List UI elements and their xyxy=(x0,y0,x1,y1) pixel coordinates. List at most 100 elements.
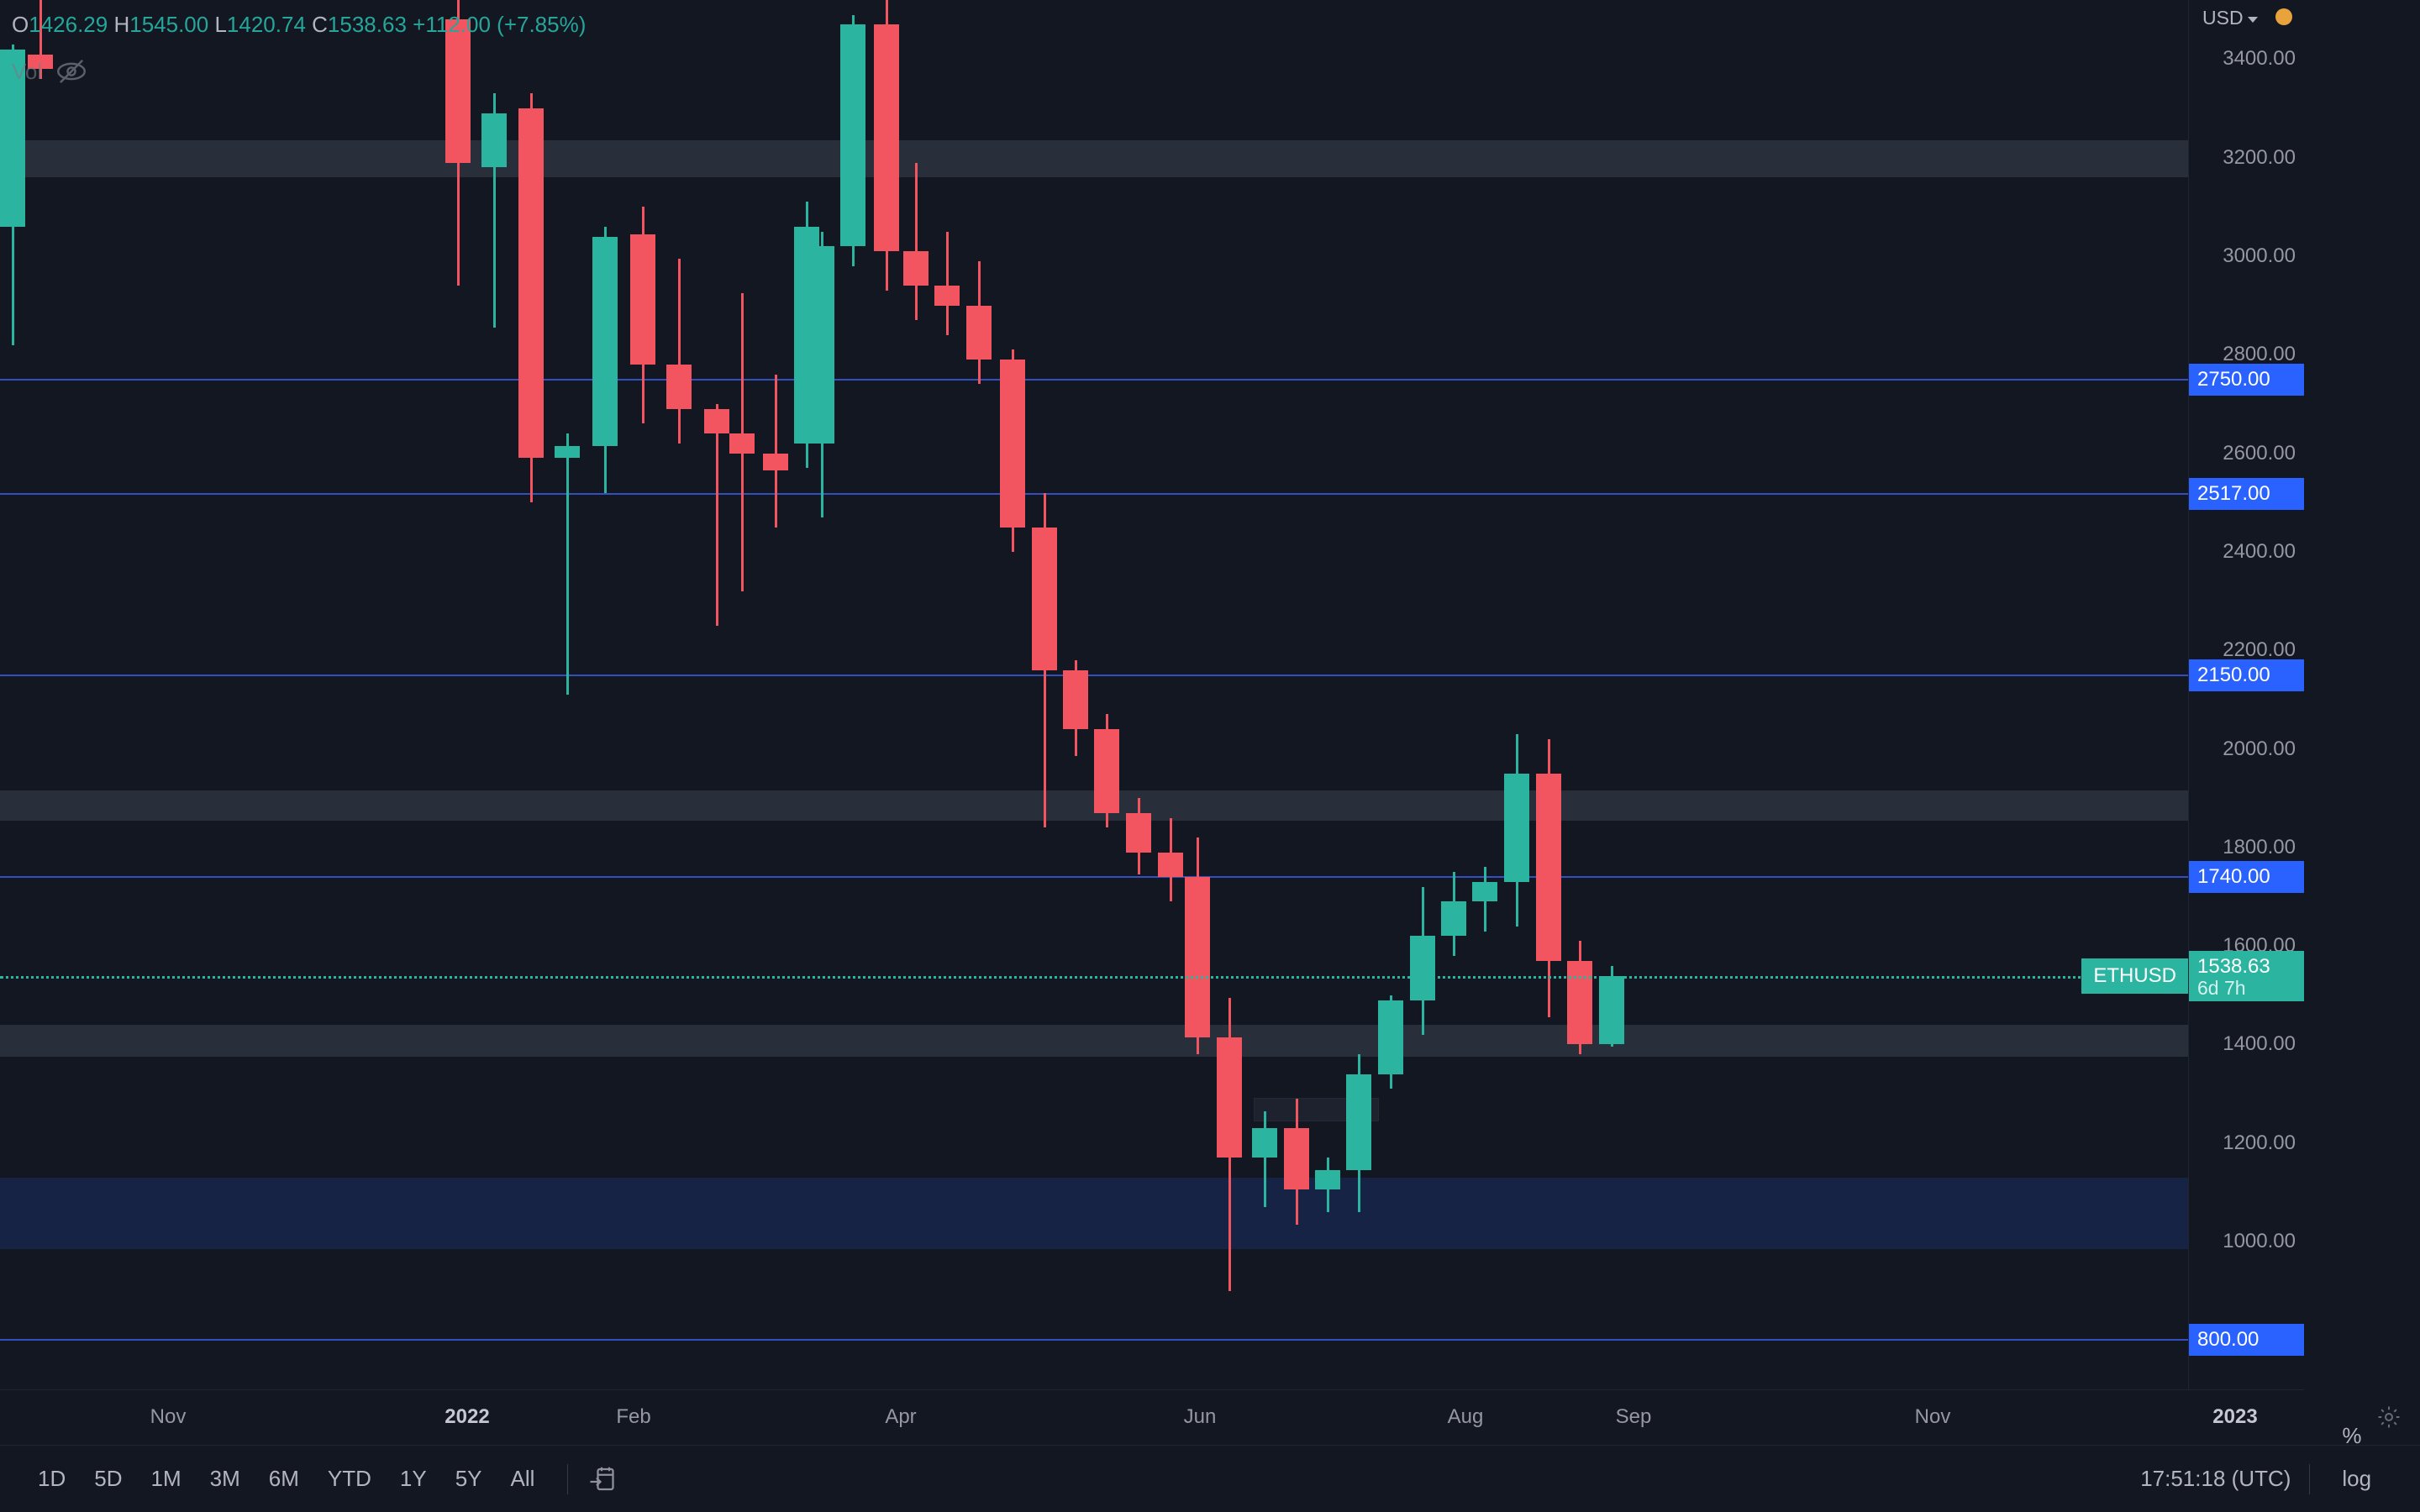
timeframe-button-1y[interactable]: 1Y xyxy=(399,1466,427,1491)
price-zone-navy[interactable] xyxy=(0,1177,2304,1249)
chart-pane[interactable]: O1426.29 H1545.00 L1420.74 C1538.63 +112… xyxy=(0,0,2304,1389)
candle-body xyxy=(1567,960,1592,1045)
candle xyxy=(1504,733,1529,927)
candle xyxy=(1252,1110,1277,1207)
horizontal-level-line[interactable] xyxy=(0,1339,2304,1341)
timeframe-button-5d[interactable]: 5D xyxy=(94,1466,123,1491)
candle xyxy=(1185,837,1210,1055)
price-zone-gray[interactable] xyxy=(0,1024,2304,1058)
horizontal-level-line[interactable] xyxy=(0,674,2304,676)
candle-body xyxy=(1126,812,1151,853)
scale-button-log[interactable]: log xyxy=(2342,1466,2372,1491)
candle-body xyxy=(592,236,618,446)
scale-button-percent[interactable]: % xyxy=(2342,1423,2362,1448)
candle-wick xyxy=(566,433,569,695)
candle-wick xyxy=(677,258,681,444)
price-axis-tick: 3000.00 xyxy=(2223,244,2296,267)
price-level-badge[interactable]: 2517.00 xyxy=(2189,478,2304,511)
price-level-badge[interactable]: 2750.00 xyxy=(2189,363,2304,396)
candle xyxy=(1441,872,1466,956)
candle-wick xyxy=(1263,1110,1266,1207)
candle xyxy=(1599,965,1624,1047)
timeframe-button-all[interactable]: All xyxy=(510,1466,535,1491)
currency-selector[interactable]: USD xyxy=(2202,7,2258,29)
time-axis[interactable]: Nov 2022 Feb Apr Jun Aug Sep Nov 2023 xyxy=(0,1389,2304,1445)
candle xyxy=(1567,941,1592,1055)
candle-body xyxy=(1094,729,1119,813)
candle xyxy=(1000,349,1025,552)
symbol-price-tag[interactable]: ETHUSD xyxy=(2081,958,2188,995)
price-level-badge[interactable]: 800.00 xyxy=(2189,1324,2304,1357)
candle xyxy=(763,374,788,528)
candle-body xyxy=(666,365,692,409)
timeframe-button-6m[interactable]: 6M xyxy=(268,1466,299,1491)
timeframe-button-3m[interactable]: 3M xyxy=(209,1466,240,1491)
candle xyxy=(666,258,692,444)
candle-body xyxy=(1504,773,1529,882)
timeframe-button-1m[interactable]: 1M xyxy=(150,1466,182,1491)
candle-body xyxy=(0,49,25,227)
price-level-badge[interactable]: 2150.00 xyxy=(2189,659,2304,691)
timeframe-button-ytd[interactable]: YTD xyxy=(327,1466,371,1491)
price-level-badge[interactable]: 1740.00 xyxy=(2189,861,2304,893)
candle-body xyxy=(1472,881,1497,902)
horizontal-level-line[interactable] xyxy=(0,876,2304,878)
timeframe-button-1d[interactable]: 1D xyxy=(38,1466,66,1491)
horizontal-level-line[interactable] xyxy=(0,493,2304,496)
price-badge-value: 1740.00 xyxy=(2197,865,2270,888)
price-axis-tick: 2600.00 xyxy=(2223,441,2296,465)
candle-body xyxy=(1032,527,1057,670)
time-axis-tick: 2022 xyxy=(445,1405,490,1428)
candle-body xyxy=(874,24,899,252)
candle xyxy=(28,0,53,79)
price-axis-tick: 3200.00 xyxy=(2223,145,2296,169)
price-axis-tick: 1400.00 xyxy=(2223,1032,2296,1056)
timeframe-group[interactable]: 1D 5D 1M 3M 6M YTD 1Y 5Y All xyxy=(24,1457,549,1500)
price-zone-gray[interactable] xyxy=(0,790,2304,821)
candle-body xyxy=(1185,877,1210,1037)
clock-label[interactable]: 17:51:18 (UTC) xyxy=(2140,1466,2291,1491)
candle xyxy=(1315,1158,1340,1212)
candle-wick xyxy=(39,0,42,79)
price-axis-tick: 2400.00 xyxy=(2223,539,2296,563)
price-badge-value: 2750.00 xyxy=(2197,367,2270,391)
bottom-toolbar[interactable]: 1D 5D 1M 3M 6M YTD 1Y 5Y All 17:51:18 (UTC) % log… xyxy=(0,1423,2420,1512)
toolbar-divider-left xyxy=(567,1463,569,1494)
candle-body xyxy=(966,305,992,360)
toolbar-right[interactable]: 17:51:18 (UTC) % log auto xyxy=(2140,1415,2398,1512)
calendar-goto-icon[interactable] xyxy=(587,1464,617,1494)
chart-plot-area[interactable] xyxy=(0,0,2304,1389)
gear-icon[interactable] xyxy=(2376,1404,2402,1430)
candle-body xyxy=(1410,936,1435,1000)
candle-body xyxy=(729,433,755,454)
scale-button-auto[interactable]: auto xyxy=(2328,1500,2398,1512)
candle xyxy=(729,292,755,591)
candle xyxy=(704,403,729,626)
price-axis[interactable]: USD 3400.00 3200.00 3000.00 2800.00 2600.00 2… xyxy=(2188,0,2304,1389)
candle-wick xyxy=(914,162,918,321)
candle-body xyxy=(481,113,507,168)
chevron-down-icon[interactable] xyxy=(2247,16,2258,23)
price-zone-gray[interactable] xyxy=(0,140,2304,178)
horizontal-level-line[interactable] xyxy=(0,378,2304,381)
time-axis-tick: Sep xyxy=(1615,1405,1652,1428)
candle xyxy=(874,0,899,291)
price-axis-tick: 3400.00 xyxy=(2223,47,2296,71)
price-badge-countdown: 6d 7h xyxy=(2197,977,2246,1000)
price-axis-tick: 1200.00 xyxy=(2223,1131,2296,1154)
timeframe-button-5y[interactable]: 5Y xyxy=(455,1466,482,1491)
price-axis-tick: 2200.00 xyxy=(2223,638,2296,662)
candle-body xyxy=(1378,1000,1403,1074)
candle xyxy=(966,260,992,385)
candle xyxy=(1410,886,1435,1035)
scale-button-group[interactable]: % log auto xyxy=(2328,1415,2398,1512)
candle-body xyxy=(1063,669,1088,730)
candle-body xyxy=(763,453,788,471)
price-badge-value: 1538.63 xyxy=(2197,955,2270,979)
candle xyxy=(555,433,580,695)
price-badge-value: 2517.00 xyxy=(2197,482,2270,506)
candle-body xyxy=(934,286,960,306)
time-axis-tick: 2023 xyxy=(2212,1405,2258,1428)
candle xyxy=(1472,867,1497,932)
time-axis-tick: Nov xyxy=(150,1405,187,1428)
